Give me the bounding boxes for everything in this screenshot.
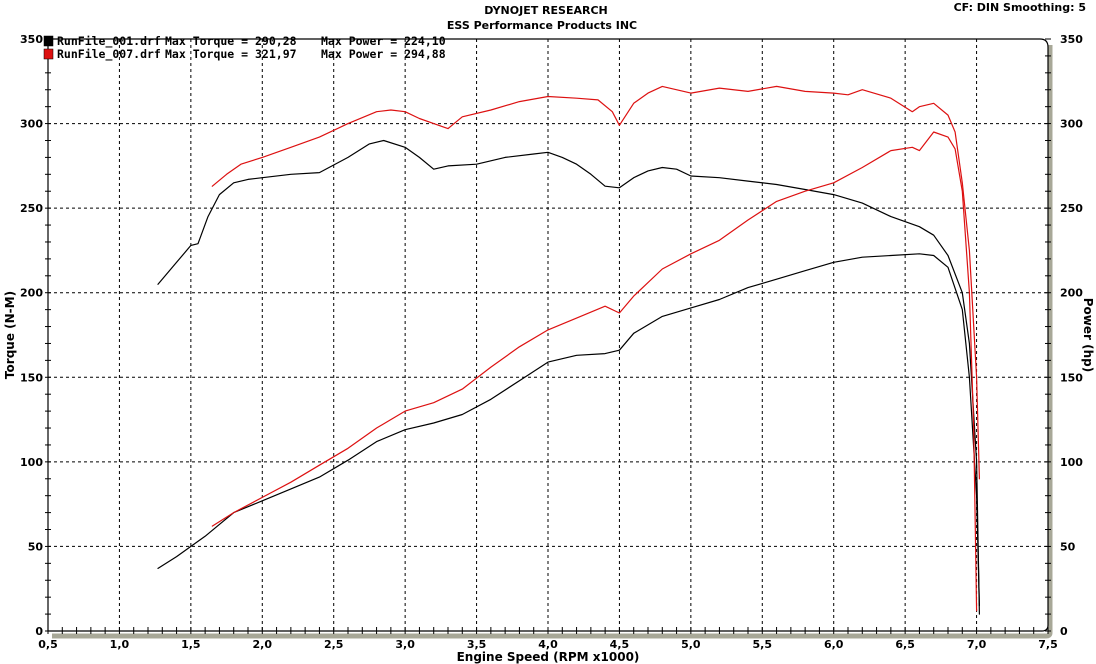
x-axis-title: Engine Speed (RPM x1000) [457,650,640,664]
legend-run-name: RunFile_007.drf [57,47,161,62]
y-right-axis-title: Power (hp) [1081,298,1095,372]
y-right-tick-label: 100 [1060,456,1083,469]
y-right-tick-label: 50 [1060,540,1076,553]
correction-factor-settings: CF: DIN Smoothing: 5 [953,1,1086,14]
x-tick-label: 7,5 [1038,638,1058,651]
x-tick-label: 3,5 [467,638,487,651]
axis-labels: 0,5 1,0 1,5 2,0 2,5 3,0 3,5 4,0 4,5 5,0 5,5 6,0 6,5 7… [3,33,1095,664]
x-tick-label: 5,5 [753,638,773,651]
y-left-tick-label: 0 [35,625,43,638]
y-left-tick-label: 150 [20,371,43,384]
legend-max-power: Max Power = 224,10 [321,34,446,48]
y-right-tick-label: 200 [1060,287,1083,300]
legend-max-torque: Max Torque = 321,97 [165,47,297,61]
series-runfile-007-drf-power [211,131,978,612]
y-right-tick-label: 150 [1060,371,1083,384]
y-left-tick-label: 50 [28,540,44,553]
legend-run-name: RunFile_001.drf [57,34,161,49]
grid-lines [48,39,1048,631]
legend-max-power: Max Power = 294,88 [321,47,446,61]
y-right-tick-label: 350 [1060,33,1083,46]
y-left-tick-label: 100 [20,456,43,469]
x-tick-label: 2,5 [324,638,344,651]
legend: RunFile_001.drf Max Torque = 290,28 Max Po… [43,34,446,62]
y-left-tick-label: 200 [20,287,43,300]
y-right-tick-label: 0 [1060,625,1068,638]
x-tick-label: 7,0 [967,638,987,651]
chart-subtitle: ESS Performance Products INC [446,19,638,32]
x-tick-label: 1,5 [181,638,201,651]
x-tick-label: 1,0 [110,638,130,651]
y-right-tick-label: 250 [1060,202,1083,215]
y-right-tick-label: 300 [1060,118,1083,131]
x-tick-label: 4,0 [538,638,558,651]
y-left-tick-label: 300 [20,118,43,131]
frame-shadow [52,45,1053,639]
x-tick-label: 2,0 [253,638,273,651]
x-tick-label: 0,5 [38,638,58,651]
y-left-tick-label: 250 [20,202,43,215]
data-series [157,85,981,615]
series-runfile-007-drf-torque [211,85,981,480]
chart-title: DYNOJET RESEARCH [484,4,608,17]
y-left-tick-label: 350 [20,33,43,46]
x-tick-label: 3,0 [395,638,415,651]
legend-swatch [43,48,54,60]
y-left-axis-title: Torque (N-M) [3,291,17,379]
x-tick-label: 4,5 [610,638,630,651]
legend-swatch [43,35,54,47]
axis-ticks [45,38,1051,634]
series-runfile-001-drf-torque [157,139,981,615]
x-tick-label: 6,0 [824,638,844,651]
legend-max-torque: Max Torque = 290,28 [165,34,297,48]
x-tick-label: 6,5 [895,638,915,651]
x-tick-label: 5,0 [681,638,701,651]
series-runfile-001-drf-power [157,253,981,607]
